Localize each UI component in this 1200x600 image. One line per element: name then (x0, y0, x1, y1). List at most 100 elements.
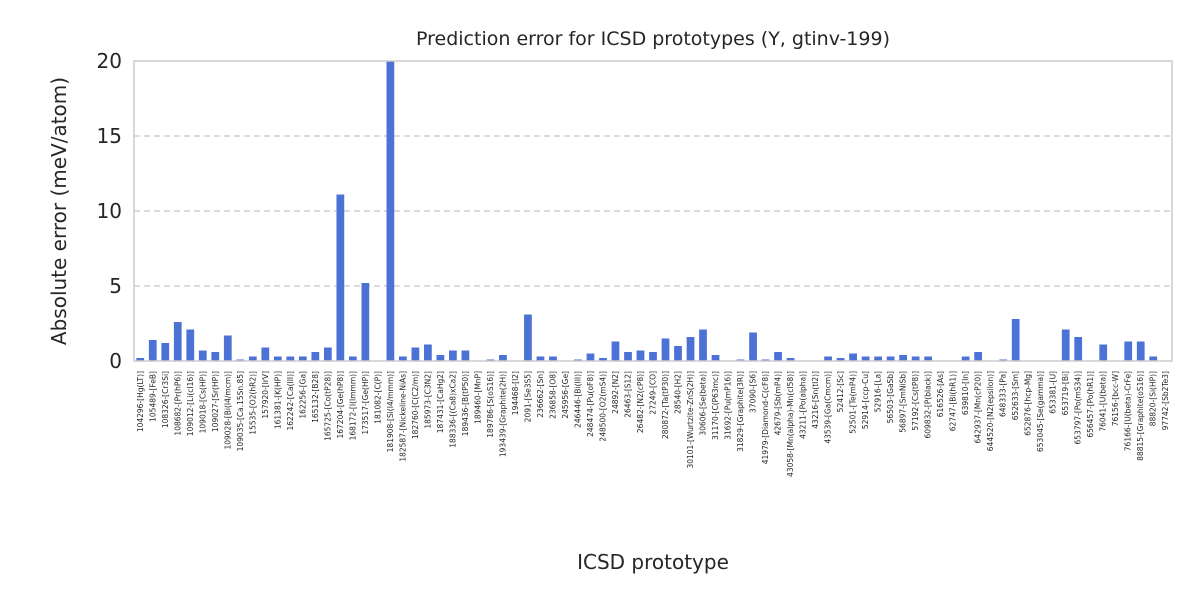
y-tick-label: 5 (109, 274, 122, 298)
x-tick-label: 43211-[Po(alpha)] (799, 371, 808, 439)
x-tick-label: 245956-[Ge] (561, 371, 570, 419)
x-tick-label: 236858-[O8] (548, 371, 557, 419)
x-tick-label: 181908-[Si(I4/mmm)] (386, 371, 395, 452)
bar (286, 356, 295, 361)
bar (348, 356, 357, 361)
bar (361, 283, 370, 361)
bar (661, 338, 670, 361)
x-tick-label: 56897-[SmNiSb] (899, 371, 908, 433)
x-tick-label: 644520-[N2(epsilon)] (986, 371, 995, 451)
x-tick-label: 656457-[Po(hR1)] (1086, 371, 1095, 438)
bar (1099, 344, 1108, 361)
x-tick-label: 27249-[CO] (649, 371, 658, 415)
x-tick-label: 162256-[Ga] (298, 371, 307, 419)
y-gridlines (134, 135, 1172, 287)
x-tick-label: 109027-[Sr(HP)] (211, 371, 220, 432)
bar (586, 353, 595, 361)
bar (186, 329, 195, 361)
bar (786, 358, 795, 361)
x-tick-label: 24892-[N2] (611, 371, 620, 414)
bar (323, 347, 332, 361)
x-tick-label: 653381-[U] (1049, 371, 1058, 414)
x-tick-label: 236662-[Sn] (536, 371, 545, 418)
bar (436, 355, 445, 361)
x-tick-label: 97742-[Sb2Te3] (1161, 371, 1170, 430)
x-tick-label: 187431-[CaHg2] (436, 371, 445, 433)
bar (298, 356, 307, 361)
bar (774, 352, 782, 361)
x-tick-label: 31692-[Pu(mP16)] (724, 371, 733, 440)
bar (674, 346, 682, 361)
bar (148, 340, 157, 361)
y-tick-labels: 0 5 10 15 20 (97, 49, 122, 373)
x-tick-label: 161381-[K(HP)] (273, 371, 282, 429)
x-tick-label: 157920-[IrV] (261, 371, 270, 419)
x-tick-label: 52412-[Sc] (836, 371, 845, 412)
bar (1061, 329, 1070, 361)
bar (399, 356, 407, 361)
x-tick-label: 165725-[Co(tP28)] (323, 371, 332, 441)
x-tick-label: 188336-[(Ca8)xCa2] (448, 371, 457, 448)
bar (699, 329, 707, 361)
x-tick-label: 31170-[C(P63mc)] (711, 371, 720, 440)
x-tick-label: 76166-[U(beta)-CrFe] (1124, 371, 1133, 451)
bar (1011, 319, 1020, 361)
x-tick-label: 104296-[Hg(LT)] (136, 371, 145, 432)
x-tick-label: 2091-[Se3S5] (523, 371, 532, 422)
bar (624, 352, 632, 361)
bar (261, 347, 270, 361)
bar (211, 352, 220, 361)
x-tick-label: 246446-[Bi(III)] (573, 371, 582, 428)
x-tick-label: 108326-[Cr3Si] (161, 371, 170, 428)
bar (524, 314, 532, 361)
x-tick-label: 182587-[Nickeline-NiAs] (398, 371, 407, 462)
x-tick-label: 182760-[C(C2/m)] (411, 371, 420, 439)
x-tick-label: 43216-[Sn(tI2)] (811, 371, 820, 429)
x-tick-label: 31829-[Graphite(3R)] (736, 371, 745, 452)
x-tick-label: 653045-[Se(gamma)] (1036, 371, 1045, 452)
x-tick-label: 76156-[bcc-W] (1111, 371, 1120, 426)
x-tick-label: 109035-[Ca.15Sn.85] (236, 371, 245, 451)
bar (273, 356, 282, 361)
x-tick-label: 109018-[Cs(HP)] (198, 371, 207, 433)
bar (961, 356, 970, 361)
x-tick-label: 30606-[Se(beta)] (699, 371, 708, 436)
y-tick-label: 20 (97, 49, 122, 73)
x-tick-label: 26482-[N2(cP8)] (636, 371, 645, 433)
x-tick-label: 56503-[GaSb] (886, 371, 895, 423)
x-tick-label: 43058-[Mn(alpha)-Mn(cI58)] (786, 371, 795, 477)
x-tick-label: 37090-[S6] (749, 371, 758, 413)
x-tick-label: 653797-[Po(mS34)] (1074, 371, 1083, 445)
x-tick-label: 653719-[Bi] (1061, 371, 1070, 415)
bar (899, 355, 907, 361)
bar (424, 344, 432, 361)
bar (911, 356, 920, 361)
x-tick-label: 109028-[Bi(I4/mcm)] (223, 371, 232, 450)
x-tick-label: 173517-[Ge(HP)] (361, 371, 370, 435)
x-tick-label: 652876-[hcp-Mg] (1024, 371, 1033, 436)
x-tick-label: 189436-[B(tP50)] (461, 371, 470, 436)
x-tick-label: 280872-[Ta(tP30)] (661, 371, 670, 439)
x-tick-label: 248474-[Pu(oF8)] (586, 371, 595, 437)
bar (386, 61, 395, 361)
bar (223, 335, 232, 361)
chart-title: Prediction error for ICSD prototypes (Y,… (416, 28, 890, 50)
x-axis-title: ICSD prototype (577, 550, 729, 574)
x-tick-label: 639810-[In] (961, 371, 970, 415)
x-tick-label: 648333-[Pa] (999, 371, 1008, 417)
bar (1074, 337, 1083, 361)
y-axis-title: Absolute error (meV/atom) (47, 77, 71, 345)
x-tick-label: 616526-[As] (936, 371, 945, 417)
x-tick-label: 52914-[ccp-Cu] (861, 371, 870, 429)
x-tick-label: 167204-[Ge(hP8)] (336, 371, 345, 439)
bar (836, 358, 845, 361)
bar (599, 358, 607, 361)
x-tick-label: 248500-[O2(mS4)] (598, 371, 607, 442)
y-tick-label: 15 (97, 124, 122, 148)
x-tick-label: 189786-[S(oS16)] (486, 371, 495, 438)
x-tick-label: 109012-[Li(cI16)] (186, 371, 195, 436)
bar (411, 347, 420, 361)
x-tick-label: 57192-[Cs(tP8)] (911, 371, 920, 431)
x-tick-label: 189460-[MnP] (473, 371, 482, 424)
bar (861, 356, 870, 361)
